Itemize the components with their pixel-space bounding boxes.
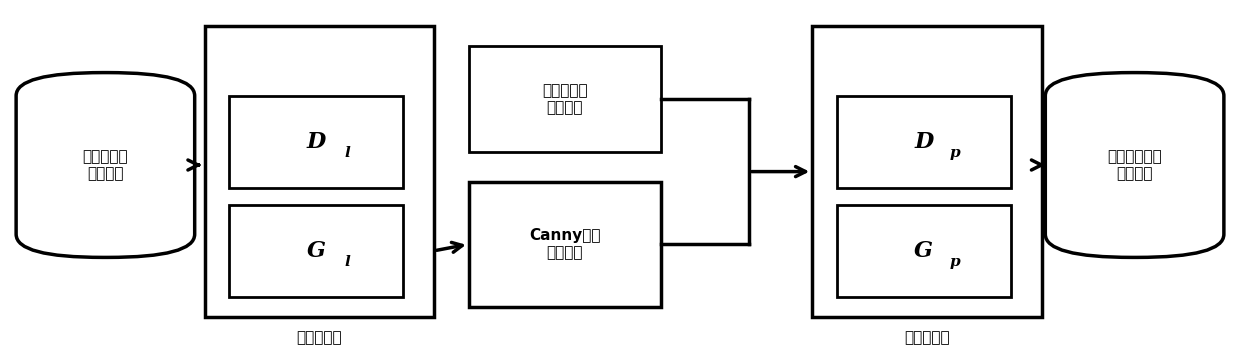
- Text: 图生成网络: 图生成网络: [904, 330, 950, 345]
- Text: 无耀光、阴影
图片输出: 无耀光、阴影 图片输出: [1107, 149, 1162, 181]
- Bar: [229, 205, 403, 297]
- Bar: [469, 181, 661, 307]
- Text: p: p: [950, 146, 960, 160]
- Text: p: p: [950, 255, 960, 269]
- Text: l: l: [345, 146, 350, 160]
- Text: 耀光、阴影
图片输入: 耀光、阴影 图片输入: [542, 83, 588, 115]
- Text: Canny边缘
线条图片: Canny边缘 线条图片: [529, 228, 600, 260]
- Text: G: G: [914, 240, 934, 262]
- FancyBboxPatch shape: [1045, 72, 1224, 257]
- Text: 线生成网络: 线生成网络: [296, 330, 342, 345]
- Bar: [229, 96, 403, 188]
- Text: l: l: [345, 255, 350, 269]
- Bar: [837, 205, 1011, 297]
- Bar: [837, 96, 1011, 188]
- Text: 耀光、阴影
图片输入: 耀光、阴影 图片输入: [83, 149, 128, 181]
- Bar: [205, 27, 434, 317]
- Text: D: D: [306, 131, 326, 153]
- Bar: [812, 27, 1042, 317]
- Text: G: G: [306, 240, 326, 262]
- Bar: [469, 46, 661, 152]
- FancyBboxPatch shape: [16, 72, 195, 257]
- Text: D: D: [914, 131, 934, 153]
